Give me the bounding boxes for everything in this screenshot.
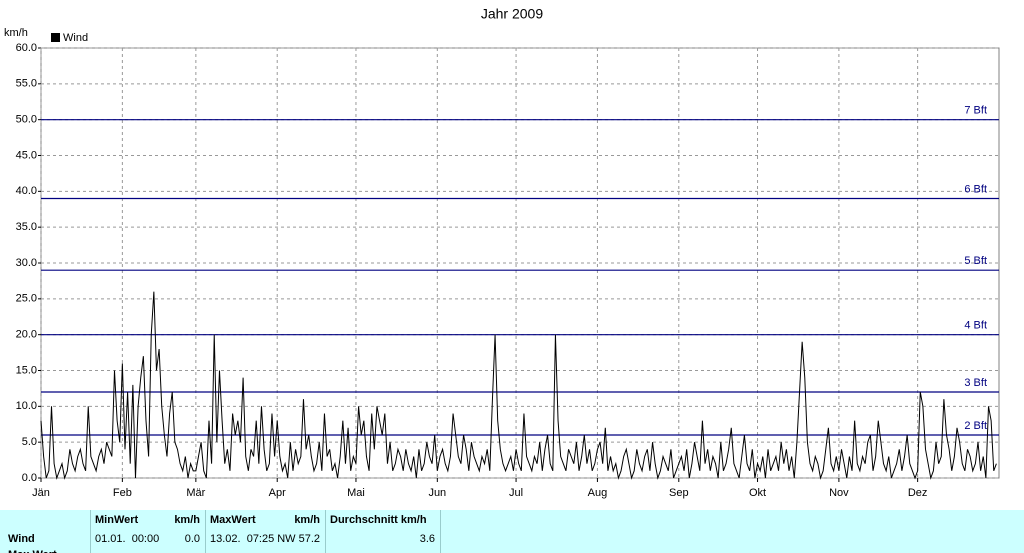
bft-label: 4 Bft	[964, 320, 987, 332]
header-label: MinWert	[95, 514, 139, 526]
x-tick-label: Jul	[509, 487, 523, 499]
y-tick-label: 0.0	[22, 472, 37, 484]
x-tick-label: Mär	[186, 487, 205, 499]
header-unit: km/h	[294, 514, 320, 526]
header-unit: km/h	[174, 514, 200, 526]
table-col: Durchschnitt km/h 3.6	[325, 510, 441, 553]
table-col	[440, 510, 442, 553]
y-tick-label: 55.0	[16, 78, 37, 90]
stats-table: MinWert km/h 01.01. 00:00 0.0 MaxWert km/h 13.…	[0, 510, 1024, 553]
bft-label: 2 Bft	[964, 420, 987, 432]
chart-title: Jahr 2009	[481, 6, 543, 22]
row-label: Max Wert	[8, 549, 57, 553]
bft-label: 3 Bft	[964, 377, 987, 389]
y-tick-label: 30.0	[16, 257, 37, 269]
x-tick-label: Okt	[749, 487, 766, 499]
x-tick-label: Apr	[269, 487, 286, 499]
row-label: Wind	[8, 533, 35, 545]
cell-value: NW 57.2	[277, 533, 320, 545]
x-tick-label: Jun	[428, 487, 446, 499]
x-tick-label: Mai	[347, 487, 365, 499]
y-tick-label: 25.0	[16, 293, 37, 305]
legend-label: Wind	[63, 32, 88, 44]
x-tick-label: Sep	[669, 487, 689, 499]
x-tick-label: Nov	[829, 487, 849, 499]
y-tick-label: 50.0	[16, 114, 37, 126]
x-tick-label: Aug	[588, 487, 608, 499]
y-tick-label: 5.0	[22, 436, 37, 448]
y-tick-label: 45.0	[16, 149, 37, 161]
y-tick-label: 40.0	[16, 185, 37, 197]
y-tick-label: 10.0	[16, 400, 37, 412]
header-label: MaxWert	[210, 514, 256, 526]
x-tick-label: Dez	[908, 487, 928, 499]
cell-date: 01.01. 00:00	[95, 533, 160, 545]
plot-area	[40, 47, 1000, 479]
cell-date: 13.02. 07:25	[210, 533, 275, 545]
cell-value: 3.6	[419, 533, 435, 545]
y-axis-unit: km/h	[4, 27, 28, 39]
table-col: MaxWert km/h 13.02. 07:25 NW 57.2	[205, 510, 326, 553]
header-label: Durchschnitt km/h	[330, 514, 427, 526]
y-tick-label: 35.0	[16, 221, 37, 233]
table-col: MinWert km/h 01.01. 00:00 0.0	[90, 510, 206, 553]
x-tick-label: Feb	[113, 487, 132, 499]
bft-label: 7 Bft	[964, 105, 987, 117]
bft-label: 6 Bft	[964, 183, 987, 195]
bft-label: 5 Bft	[964, 255, 987, 267]
legend-swatch	[51, 33, 60, 42]
x-tick-label: Jän	[32, 487, 50, 499]
data-line	[40, 291, 997, 480]
y-tick-label: 20.0	[16, 329, 37, 341]
y-tick-label: 60.0	[16, 42, 37, 54]
chart: Jahr 2009 km/h 0.0 5.0 10.0 15.0 20.0 25.0 30.…	[4, 6, 1000, 499]
y-tick-label: 15.0	[16, 364, 37, 376]
cell-value: 0.0	[184, 533, 200, 545]
